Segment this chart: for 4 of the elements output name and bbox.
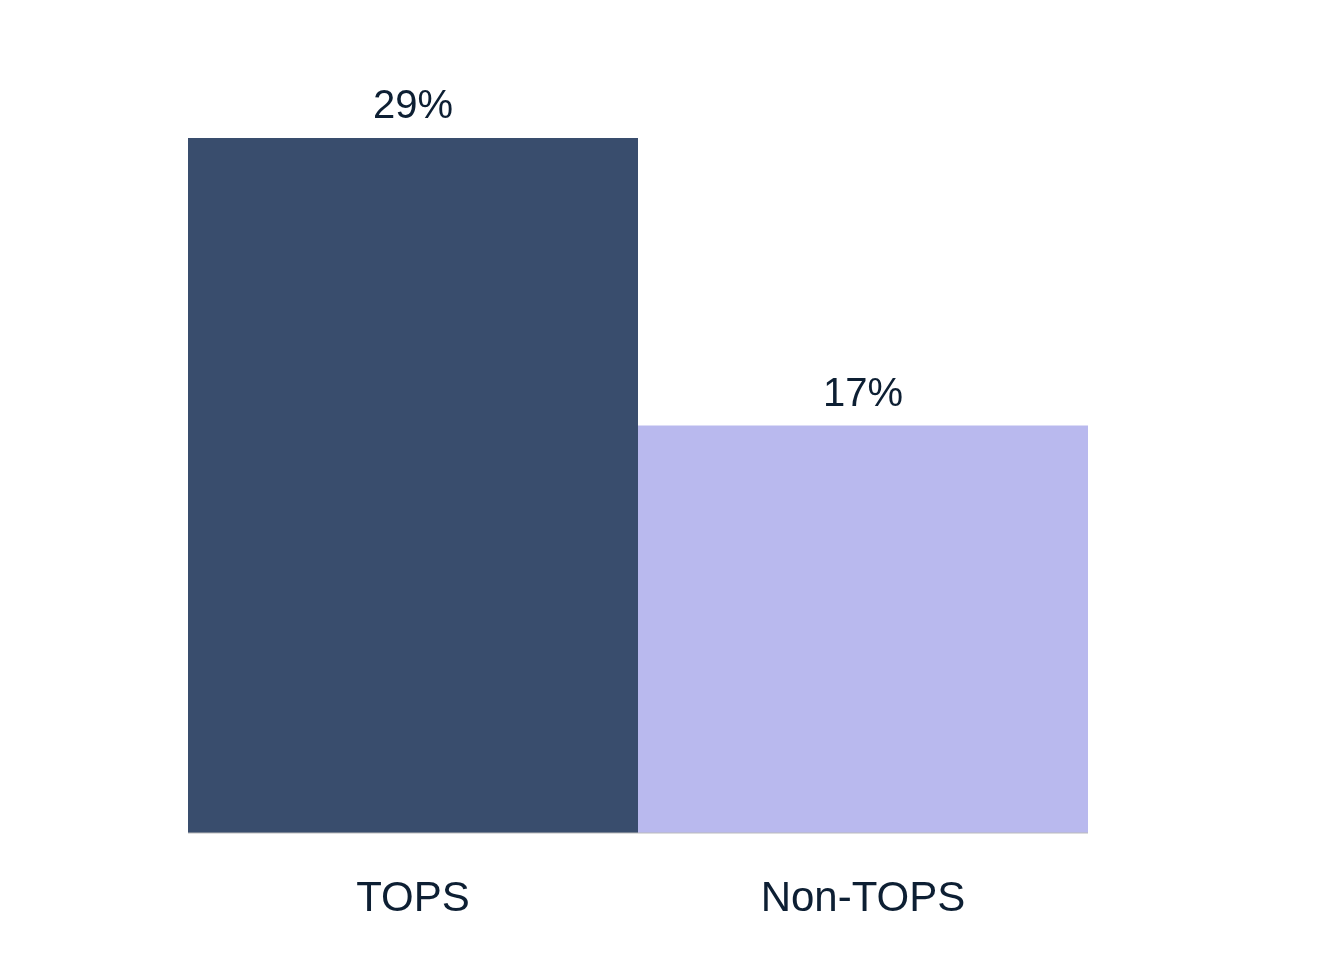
x-tick-label: Non-TOPS: [760, 872, 966, 920]
data-label: 29%: [372, 82, 454, 126]
data-label: 17%: [822, 369, 904, 414]
x-tick-label: TOPS: [356, 872, 470, 920]
